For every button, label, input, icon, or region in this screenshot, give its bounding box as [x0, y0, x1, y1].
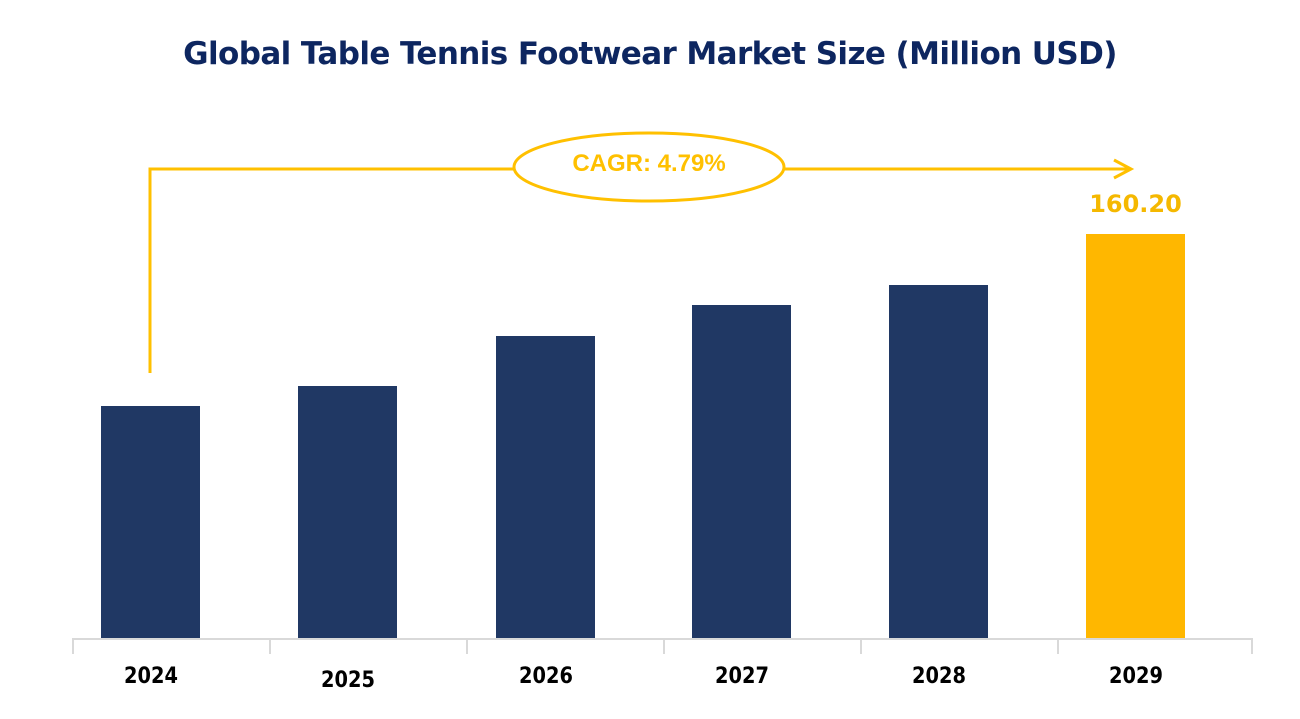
- x-axis-label: 2026: [518, 664, 573, 689]
- axis-tick: [663, 638, 665, 654]
- bar-2024: [101, 406, 200, 638]
- axis-tick: [72, 638, 74, 654]
- x-axis-line: [72, 638, 1253, 640]
- data-label: 160.20: [1089, 190, 1182, 218]
- axis-tick: [269, 638, 271, 654]
- axis-tick: [1057, 638, 1059, 654]
- bar-2025: [298, 386, 397, 638]
- x-axis-label: 2029: [1108, 664, 1163, 689]
- chart-title: Global Table Tennis Footwear Market Size…: [183, 36, 1117, 72]
- axis-tick: [466, 638, 468, 654]
- x-axis-label: 2025: [320, 668, 375, 693]
- cagr-label: CAGR: 4.79%: [572, 150, 726, 177]
- bar-2029: [1086, 234, 1185, 638]
- x-axis-label: 2024: [123, 664, 178, 689]
- bar-2028: [889, 285, 988, 638]
- bar-2027: [692, 305, 791, 638]
- bar-2026: [496, 336, 595, 638]
- arrow-head-icon: [1113, 158, 1135, 180]
- axis-tick: [860, 638, 862, 654]
- x-axis-label: 2027: [714, 664, 769, 689]
- x-axis-label: 2028: [911, 664, 966, 689]
- cagr-ellipse: [512, 131, 786, 203]
- axis-tick: [1251, 638, 1253, 654]
